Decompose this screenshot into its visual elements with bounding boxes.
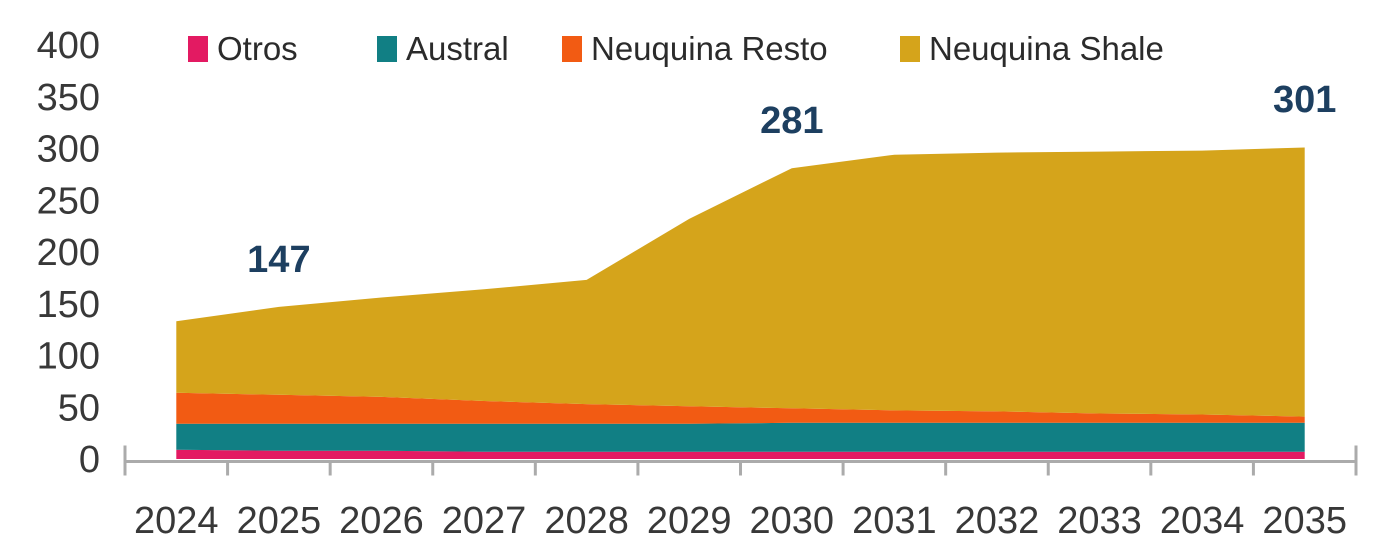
legend-item-otros: Otros — [188, 30, 298, 68]
x-tick-label-2027: 2027 — [442, 500, 527, 542]
y-tick-label-350: 350 — [37, 77, 100, 119]
x-tick-label-2026: 2026 — [339, 500, 424, 542]
x-tick-label-2035: 2035 — [1262, 500, 1347, 542]
data-label-2025: 147 — [247, 238, 311, 281]
legend-swatch-otros — [188, 36, 208, 62]
x-tick-label-2028: 2028 — [544, 500, 629, 542]
y-tick-label-0: 0 — [79, 439, 100, 481]
legend-swatch-neuquina-shale — [900, 36, 920, 62]
legend-label-otros: Otros — [217, 30, 298, 67]
x-tick-label-2029: 2029 — [647, 500, 732, 542]
chart-legend: Otros Austral Neuquina Resto Neuquina Sh… — [0, 0, 1400, 70]
x-tick-label-2032: 2032 — [955, 500, 1040, 542]
legend-label-neuquina-resto: Neuquina Resto — [591, 30, 828, 67]
y-tick-label-300: 300 — [37, 129, 100, 171]
area-series-otros — [176, 449, 1305, 459]
data-label-2030: 281 — [760, 100, 824, 143]
x-tick-label-2024: 2024 — [134, 500, 219, 542]
y-tick-label-200: 200 — [37, 232, 100, 274]
y-tick-label-50: 50 — [58, 387, 100, 429]
y-tick-label-150: 150 — [37, 284, 100, 326]
legend-item-neuquina-resto: Neuquina Resto — [562, 30, 828, 68]
area-series-neuquina-shale — [176, 147, 1305, 417]
x-tick-label-2031: 2031 — [852, 500, 937, 542]
y-tick-label-100: 100 — [37, 336, 100, 378]
legend-label-neuquina-shale: Neuquina Shale — [929, 30, 1164, 67]
data-label-2035: 301 — [1273, 79, 1337, 122]
area-series-neuquina-resto — [176, 392, 1305, 424]
legend-swatch-neuquina-resto — [562, 36, 582, 62]
x-tick-label-2025: 2025 — [237, 500, 322, 542]
area-series-austral — [176, 422, 1305, 452]
x-tick-label-2030: 2030 — [750, 500, 835, 542]
y-tick-label-400: 400 — [37, 25, 100, 67]
legend-item-austral: Austral — [377, 30, 509, 68]
legend-item-neuquina-shale: Neuquina Shale — [900, 30, 1164, 68]
legend-label-austral: Austral — [406, 30, 509, 67]
legend-swatch-austral — [377, 36, 397, 62]
x-tick-label-2033: 2033 — [1057, 500, 1142, 542]
y-tick-label-250: 250 — [37, 180, 100, 222]
x-tick-label-2034: 2034 — [1160, 500, 1245, 542]
